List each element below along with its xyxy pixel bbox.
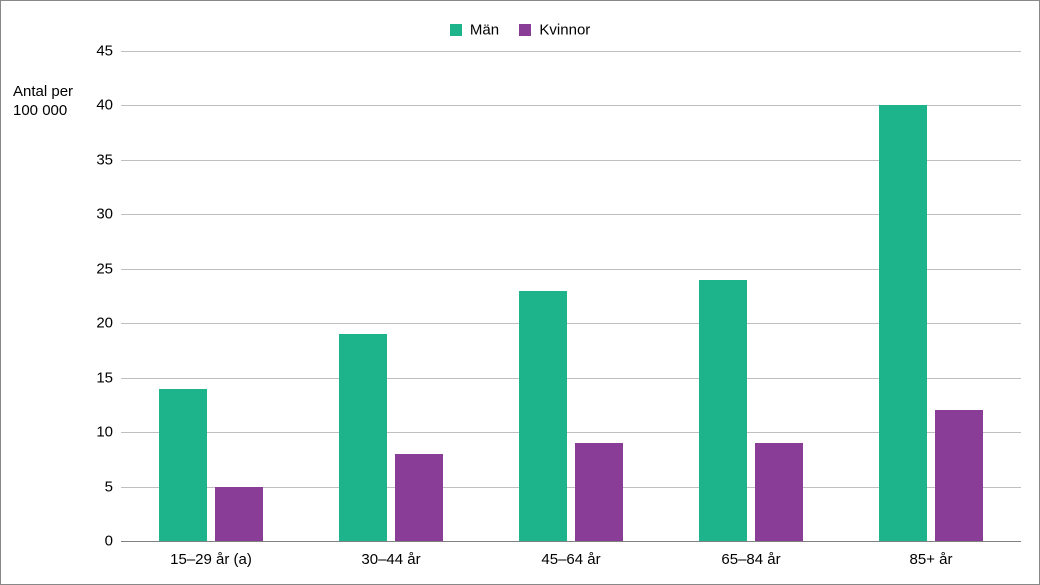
y-tick-label: 10 <box>96 424 121 441</box>
legend-swatch-men <box>450 24 462 36</box>
y-tick-label: 25 <box>96 260 121 277</box>
gridline <box>121 51 1021 52</box>
bar <box>879 105 928 541</box>
legend-swatch-women <box>519 24 531 36</box>
x-tick-label: 85+ år <box>910 541 953 568</box>
plot-area: 05101520253035404515–29 år (a)30–44 år45… <box>121 51 1021 541</box>
y-tick-label: 15 <box>96 369 121 386</box>
bar <box>339 334 388 541</box>
y-tick-label: 0 <box>105 533 121 550</box>
bar <box>519 291 568 541</box>
legend-item-men: Män <box>450 21 499 39</box>
bar <box>159 389 208 541</box>
y-tick-label: 30 <box>96 206 121 223</box>
y-tick-label: 35 <box>96 151 121 168</box>
y-tick-label: 5 <box>105 478 121 495</box>
bar <box>395 454 444 541</box>
x-tick-label: 65–84 år <box>721 541 780 568</box>
bar <box>575 443 624 541</box>
bar <box>935 410 984 541</box>
bar <box>699 280 748 541</box>
bar <box>215 487 264 541</box>
legend-label-women: Kvinnor <box>539 22 590 39</box>
y-tick-label: 20 <box>96 315 121 332</box>
x-tick-label: 30–44 år <box>361 541 420 568</box>
legend-label-men: Män <box>470 22 499 39</box>
bar <box>755 443 804 541</box>
x-tick-label: 15–29 år (a) <box>170 541 252 568</box>
y-tick-label: 40 <box>96 97 121 114</box>
y-axis-title: Antal per100 000 <box>13 83 73 121</box>
legend-item-women: Kvinnor <box>519 21 590 39</box>
chart-legend: Män Kvinnor <box>1 21 1039 39</box>
x-tick-label: 45–64 år <box>541 541 600 568</box>
y-tick-label: 45 <box>96 43 121 60</box>
chart-container: Män Kvinnor Antal per100 000 05101520253… <box>0 0 1040 585</box>
